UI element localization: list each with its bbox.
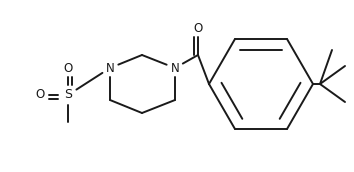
Text: O: O: [193, 22, 202, 35]
Text: O: O: [63, 62, 73, 74]
Text: O: O: [35, 89, 45, 101]
Text: S: S: [64, 89, 72, 101]
Text: N: N: [171, 62, 179, 74]
Text: N: N: [105, 62, 114, 74]
